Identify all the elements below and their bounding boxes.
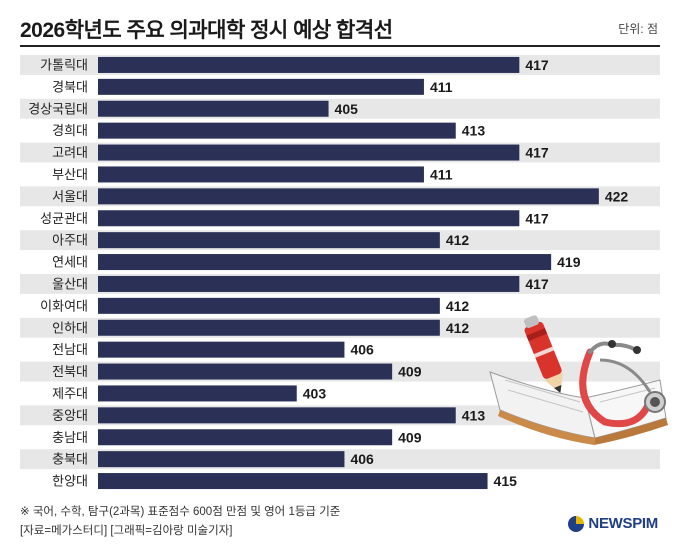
value-label: 417 <box>525 57 549 73</box>
bar <box>98 232 440 249</box>
bar <box>98 144 520 161</box>
stethoscope-icon <box>579 340 666 428</box>
title-divider <box>20 45 660 47</box>
bar <box>98 341 345 358</box>
value-label: 409 <box>398 364 422 380</box>
category-label: 전남대 <box>52 342 88 357</box>
newspim-logo-icon <box>568 515 585 532</box>
value-label: 403 <box>303 385 327 401</box>
bar-chart: 가톨릭대 417 경북대 411 경상국립대 405 경희대 413 고려대 417 부산대 411 서… <box>20 55 668 490</box>
value-label: 412 <box>446 320 470 336</box>
value-label: 406 <box>350 342 374 358</box>
value-label: 419 <box>557 254 581 270</box>
bar <box>98 78 424 95</box>
chart-title: 2026학년도 주요 의과대학 정시 예상 합격선 <box>20 19 393 42</box>
category-label: 경희대 <box>52 123 88 138</box>
bar <box>98 473 488 490</box>
bar <box>98 56 520 73</box>
value-label: 406 <box>350 451 374 467</box>
value-label: 413 <box>462 407 486 423</box>
brand-logo: NEWSPIM <box>568 515 658 532</box>
value-label: 417 <box>525 210 549 226</box>
category-label: 서울대 <box>52 189 88 204</box>
category-label: 충북대 <box>52 452 88 467</box>
category-label: 성균관대 <box>40 211 88 226</box>
bar <box>98 451 345 468</box>
value-label: 422 <box>605 188 629 204</box>
value-label: 405 <box>335 101 359 117</box>
pencil-icon <box>524 315 563 394</box>
category-label: 충남대 <box>52 430 88 445</box>
bar <box>98 407 456 424</box>
value-label: 411 <box>430 79 453 95</box>
category-label: 제주대 <box>52 386 88 401</box>
medical-book-illustration <box>489 315 668 445</box>
source-credit: [자료=메가스터디] [그래픽=김아랑 미술기자] <box>20 525 233 537</box>
category-label: 경북대 <box>52 79 88 94</box>
category-label: 부산대 <box>52 167 88 182</box>
value-label: 412 <box>446 232 470 248</box>
bar <box>98 188 599 205</box>
value-label: 412 <box>446 298 470 314</box>
bar <box>98 166 424 183</box>
bars: 가톨릭대 417 경북대 411 경상국립대 405 경희대 413 고려대 417 부산대 411 서… <box>28 56 629 490</box>
category-label: 가톨릭대 <box>40 57 88 72</box>
value-label: 413 <box>462 123 486 139</box>
value-label: 417 <box>525 276 549 292</box>
category-label: 고려대 <box>52 145 88 160</box>
value-label: 411 <box>430 166 453 182</box>
category-label: 아주대 <box>52 233 88 248</box>
brand-name: NEWSPIM <box>588 515 658 532</box>
category-label: 울산대 <box>52 276 88 291</box>
category-label: 인하대 <box>52 320 88 335</box>
bar <box>98 385 297 402</box>
value-label: 417 <box>525 145 549 161</box>
value-label: 409 <box>398 429 422 445</box>
category-label: 이화여대 <box>40 298 88 313</box>
bar <box>98 275 520 292</box>
category-label: 중앙대 <box>52 408 88 423</box>
category-label: 연세대 <box>52 255 88 270</box>
category-label: 한양대 <box>52 474 88 489</box>
bar <box>98 363 393 380</box>
bar <box>98 297 440 314</box>
bar <box>98 429 393 446</box>
bar <box>98 254 552 271</box>
category-label: 전북대 <box>52 364 88 379</box>
value-label: 415 <box>494 473 518 489</box>
bar <box>98 319 440 336</box>
bar <box>98 210 520 227</box>
unit-label: 단위: 점 <box>618 22 658 36</box>
book-icon <box>489 371 668 445</box>
bar <box>98 100 329 117</box>
category-label: 경상국립대 <box>28 101 88 116</box>
footnote: ※ 국어, 수학, 탐구(2과목) 표준점수 600점 만점 및 영어 1등급 … <box>20 506 341 518</box>
bar <box>98 122 456 139</box>
